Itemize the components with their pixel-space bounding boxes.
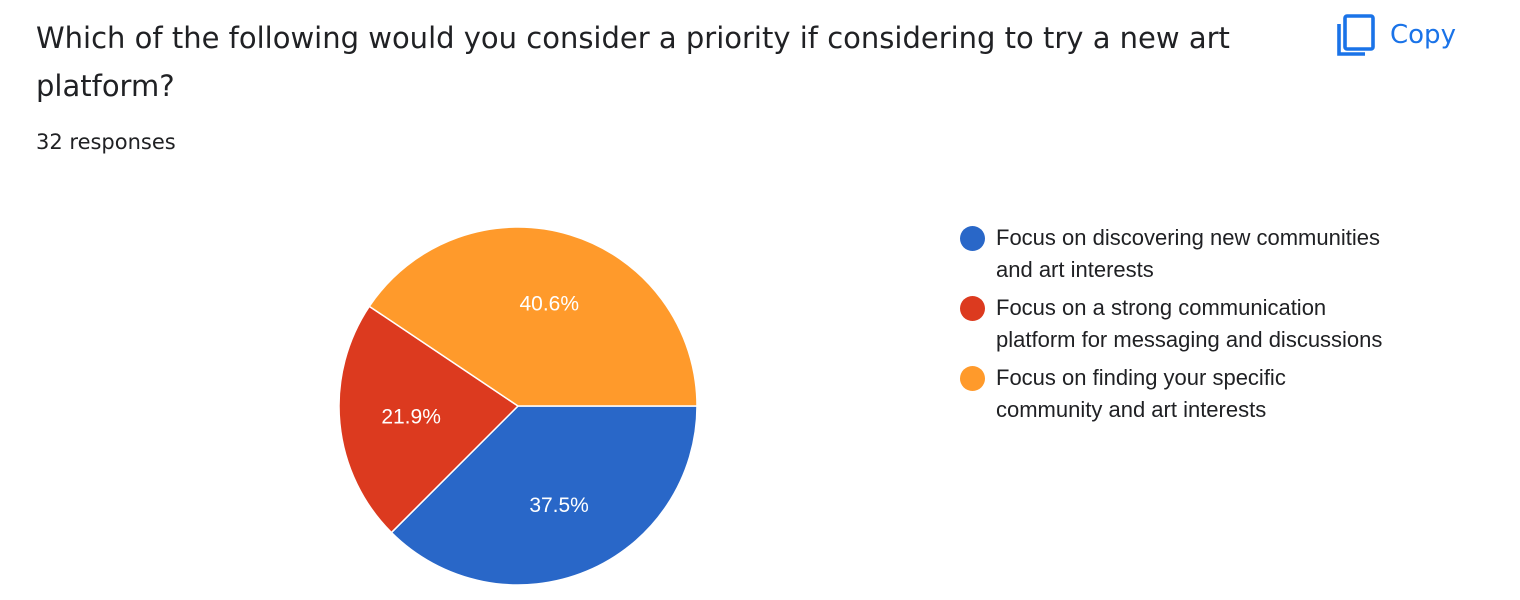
copy-button[interactable]: Copy — [1330, 10, 1466, 60]
copy-icon — [1336, 13, 1376, 57]
legend-item-2[interactable]: Focus on a strong communication platform … — [960, 292, 1430, 356]
legend-item-1[interactable]: Focus on discovering new communities and … — [960, 222, 1430, 286]
pie-slice-1[interactable] — [390, 405, 698, 586]
legend-label-line: platform for messaging and discussions — [996, 327, 1383, 352]
legend-swatch-1 — [960, 226, 985, 251]
legend-label-line: and art interests — [996, 257, 1154, 282]
pie-slices — [338, 226, 698, 586]
pie-slice-label-2: 21.9% — [381, 405, 441, 428]
legend-label-3: Focus on finding your specific community … — [996, 362, 1286, 426]
pie-slice-label-3: 40.6% — [519, 292, 579, 315]
legend-label-line: Focus on discovering new communities — [996, 225, 1380, 250]
pie-slice-3[interactable] — [368, 226, 698, 407]
legend-label-1: Focus on discovering new communities and … — [996, 222, 1380, 286]
legend-label-2: Focus on a strong communication platform … — [996, 292, 1382, 356]
response-count: 32 responses — [36, 130, 176, 154]
question-title: Which of the following would you conside… — [36, 21, 1230, 103]
legend-label-line: Focus on a strong communication — [996, 295, 1327, 320]
pie-slice-2[interactable] — [338, 305, 520, 534]
legend-swatch-2 — [960, 296, 985, 321]
legend-item-3[interactable]: Focus on finding your specific community … — [960, 362, 1430, 426]
legend-label-line: community and art interests — [996, 397, 1267, 422]
legend-swatch-3 — [960, 366, 985, 391]
legend-label-line: Focus on finding your specific — [996, 365, 1286, 390]
pie-slice-label-1: 37.5% — [529, 494, 589, 517]
pie-slice-labels: 37.5% 21.9% 40.6% — [381, 292, 589, 517]
copy-button-label: Copy — [1390, 20, 1456, 50]
chart-legend: Focus on discovering new communities and … — [960, 222, 1430, 432]
